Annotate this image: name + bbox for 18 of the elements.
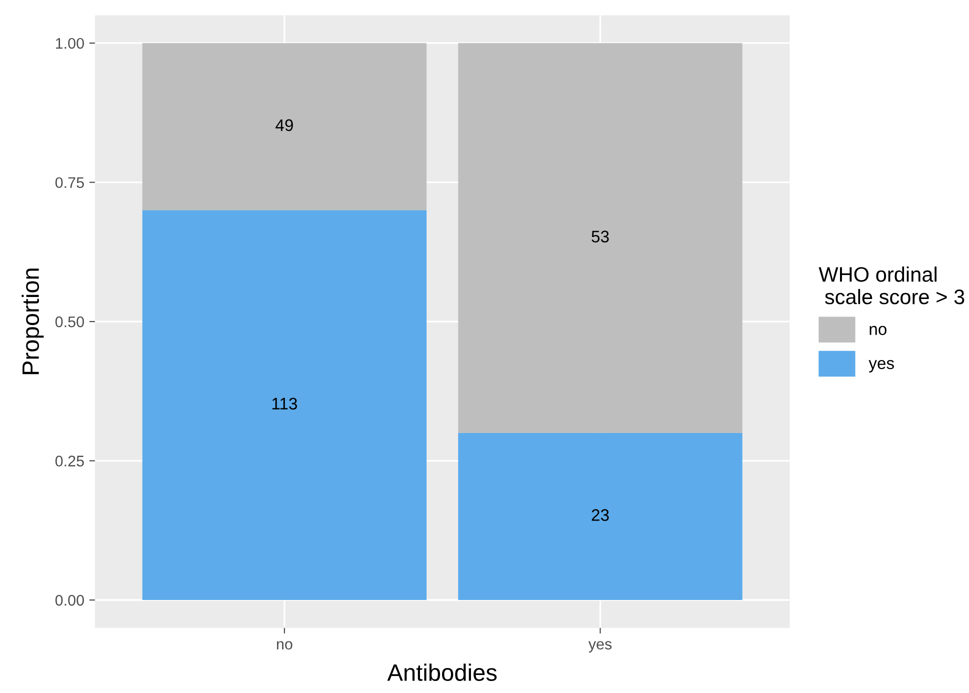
x-axis-title: Antibodies [387, 664, 497, 681]
legend-label: yes [868, 360, 894, 372]
y-tick-label: 0.00 [55, 594, 84, 606]
legend-title: WHO ordinal scale score > 3 [818, 266, 964, 304]
annotation: 113 [272, 398, 298, 410]
bar [458, 432, 742, 600]
y-tick-label: 0.25 [55, 456, 84, 466]
y-axis-title: Proportion [22, 268, 44, 374]
legend-label: no [870, 326, 886, 336]
y-tick-label: 0.50 [55, 316, 84, 328]
bar [142, 43, 427, 210]
y-tick-label: 0.75 [55, 177, 84, 188]
y-tick-label: 1.00 [56, 38, 84, 49]
bar [458, 43, 742, 433]
annotation: 49 [276, 119, 293, 132]
annotation: 53 [592, 230, 609, 242]
annotation: 23 [592, 509, 609, 521]
bar [142, 210, 427, 600]
